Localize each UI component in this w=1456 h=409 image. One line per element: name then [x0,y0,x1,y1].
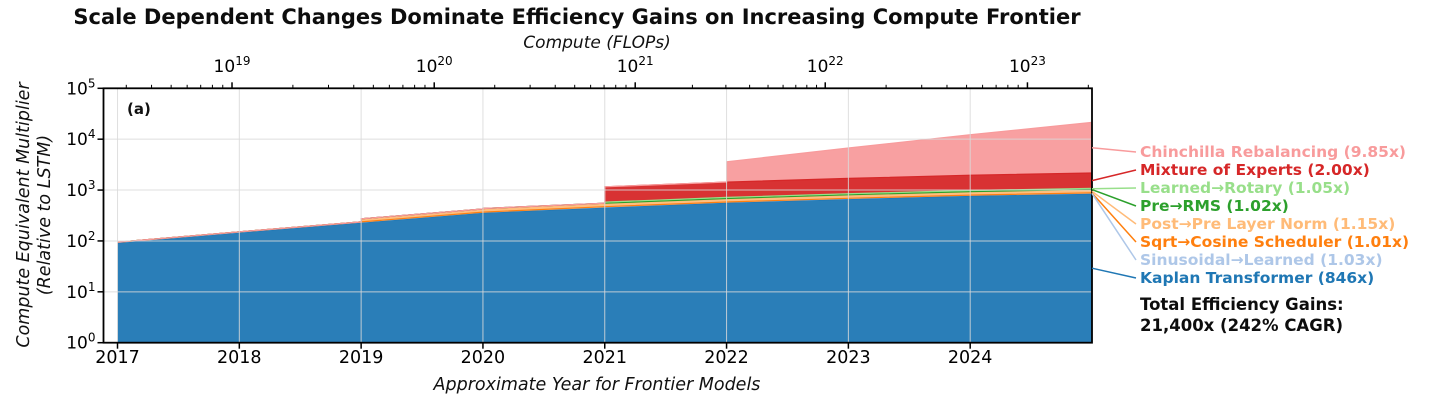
x-tick-label: 2022 [704,348,749,368]
top-tick-label: 1019 [214,54,251,77]
x-axis-title: Approximate Year for Frontier Models [433,375,761,395]
legend-connector [1091,169,1137,182]
legend-item: Post→Pre Layer Norm (1.15x) [1140,215,1396,233]
legend-connector [1091,190,1137,225]
legend-item: Sqrt→Cosine Scheduler (1.01x) [1140,233,1410,251]
total-gains: Total Efficiency Gains: 21,400x (242% CA… [1140,295,1344,336]
top-tick-label: 1022 [807,54,844,77]
legend-item: Pre→RMS (1.02x) [1140,197,1289,215]
legend-connector [1091,187,1137,190]
y-axis-title-line1: Compute Equivalent Multiplier [14,82,34,348]
legend-connector [1091,146,1137,153]
x-tick-label: 2024 [948,348,993,368]
y-tick-label: 102 [66,229,95,252]
top-tick-label: 1020 [416,54,453,77]
x-tick-label: 2020 [461,348,506,368]
plot-border [102,87,1093,344]
legend-item: Chinchilla Rebalancing (9.85x) [1140,143,1407,161]
legend-item: Learned→Rotary (1.05x) [1140,179,1351,197]
legend-item: Mixture of Experts (2.00x) [1140,161,1370,179]
legend-connector [1091,188,1137,207]
x-tick-label: 2017 [95,348,140,368]
y-tick-label: 100 [66,331,95,354]
chart-title: Scale Dependent Changes Dominate Efficie… [73,5,1081,29]
top-tick-label: 1023 [1009,54,1046,77]
total-gains-line1: Total Efficiency Gains: [1140,295,1344,314]
total-gains-line2: 21,400x (242% CAGR) [1140,315,1343,335]
y-tick-label: 105 [66,76,95,99]
legend: Chinchilla Rebalancing (9.85x) Mixture of… [1140,143,1409,287]
y-tick-label: 103 [66,178,95,201]
top-tick-label: 1021 [617,54,654,77]
top-axis-title: Compute (FLOPs) [523,33,671,53]
y-tick-label: 101 [66,280,95,303]
x-tick-label: 2018 [217,348,262,368]
y-tick-label: 104 [66,127,95,150]
y-axis-title-line2: (Relative to LSTM) [35,134,55,296]
panel-label: (a) [127,100,151,118]
legend-item: Kaplan Transformer (846x) [1140,269,1375,287]
x-tick-label: 2021 [582,348,627,368]
y-axis-title: Compute Equivalent Multiplier (Relative … [14,82,56,347]
x-tick-label: 2019 [339,348,384,368]
legend-item: Sinusoidal→Learned (1.03x) [1140,251,1383,269]
legend-connector [1091,192,1137,261]
legend-connector [1091,192,1137,243]
legend-connector [1091,267,1137,279]
x-tick-label: 2023 [826,348,871,368]
